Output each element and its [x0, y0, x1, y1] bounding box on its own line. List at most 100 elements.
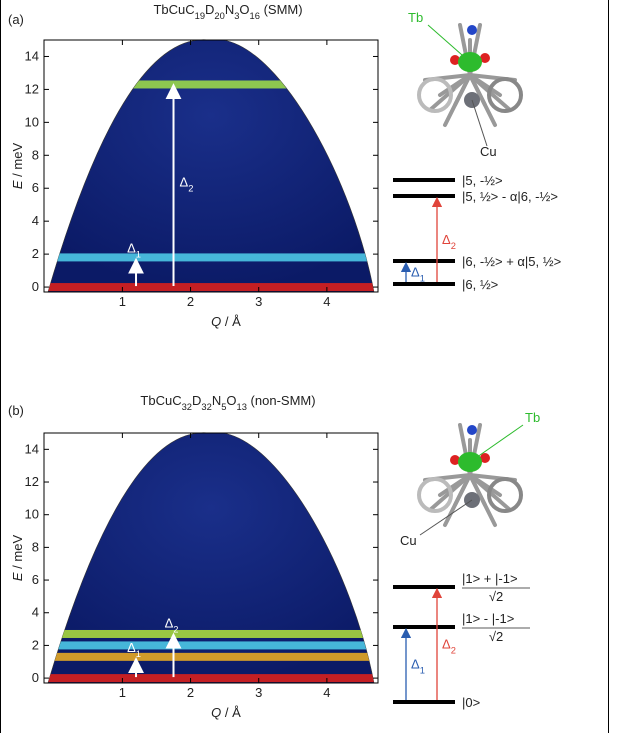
y-tick-label: 14 — [25, 441, 39, 456]
subscript: 1 — [420, 274, 425, 284]
axis-unit: / meV — [10, 535, 25, 573]
x-tick-label: 1 — [119, 294, 126, 309]
heatmap-bands — [44, 630, 378, 682]
text-part: Δ — [127, 241, 136, 256]
y-tick-label: 14 — [25, 48, 39, 63]
axis-unit: / Å — [221, 314, 241, 329]
nitrogen — [467, 25, 477, 35]
axis-unit: / meV — [10, 143, 25, 181]
y-axis-label: E / meV — [10, 535, 25, 582]
y-tick-label: 10 — [25, 507, 39, 522]
axis-unit: / Å — [221, 705, 241, 720]
y-tick-label: 8 — [32, 539, 39, 554]
x-tick-label: 3 — [255, 685, 262, 700]
subscript: 2 — [451, 241, 456, 251]
text-part: (non-SMM) — [247, 393, 316, 408]
text-part: O — [239, 2, 249, 17]
level-arrow-label: Δ2 — [442, 637, 456, 656]
text-part: Δ — [442, 637, 451, 652]
subscript: 1 — [136, 250, 141, 260]
x-tick-label: 3 — [255, 294, 262, 309]
subscript: 13 — [237, 402, 247, 412]
subscript: 32 — [201, 402, 211, 412]
cu-label: Cu — [480, 144, 497, 159]
y-tick-label: 6 — [32, 572, 39, 587]
text-part: Δ — [127, 640, 136, 655]
level-denominator: √2 — [489, 629, 503, 644]
subscript: 19 — [195, 11, 205, 21]
level-label: |6, -½> + α|5, ½> — [462, 254, 561, 269]
y-tick-label: 4 — [32, 213, 39, 228]
level-denominator: √2 — [489, 589, 503, 604]
text-part: O — [226, 393, 236, 408]
axis-symbol: Q — [211, 705, 221, 720]
y-axis-label: E / meV — [10, 143, 25, 190]
molecule: Tb Cu — [408, 10, 521, 159]
y-tick-label: 12 — [25, 474, 39, 489]
intensity-band — [44, 80, 378, 88]
subscript: 32 — [182, 402, 192, 412]
y-tick-label: 2 — [32, 637, 39, 652]
figure: (a)TbCuC19D20N3O16 (SMM)024681012141234E… — [0, 0, 618, 733]
tb-label: Tb — [525, 410, 540, 425]
text-part: N — [212, 393, 221, 408]
subscript: 2 — [173, 625, 178, 635]
x-axis-label: Q / Å — [211, 705, 241, 720]
level-arrow-label: Δ1 — [411, 657, 425, 676]
subscript: 16 — [250, 11, 260, 21]
level-label: |1> - |-1> — [462, 611, 514, 626]
intensity-band — [44, 630, 378, 638]
axis-symbol: E — [10, 180, 25, 189]
y-tick-label: 0 — [32, 670, 39, 685]
intensity-band — [44, 283, 378, 291]
level-arrow-label: Δ2 — [442, 232, 456, 251]
subscript: 20 — [214, 11, 224, 21]
x-tick-label: 2 — [187, 294, 194, 309]
text-part: Δ — [442, 232, 451, 247]
subscript: 1 — [420, 666, 425, 676]
subscript: 2 — [451, 646, 456, 656]
text-part: TbCuC — [153, 2, 194, 17]
panel-title: TbCuC19D20N3O16 (SMM) — [153, 2, 302, 21]
axis-symbol: E — [10, 572, 25, 581]
axis-symbol: Q — [211, 314, 221, 329]
y-tick-label: 6 — [32, 180, 39, 195]
x-tick-label: 4 — [323, 294, 330, 309]
panel-label: (b) — [8, 403, 24, 418]
level-arrow-label: Δ1 — [411, 265, 425, 284]
y-tick-label: 12 — [25, 81, 39, 96]
y-tick-label: 8 — [32, 147, 39, 162]
intensity-band — [44, 653, 378, 661]
text-part: Δ — [165, 616, 174, 631]
level-label: |5, ½> - α|6, -½> — [462, 189, 558, 204]
y-tick-label: 2 — [32, 246, 39, 261]
nitrogen — [467, 425, 477, 435]
text-part: TbCuC — [140, 393, 181, 408]
panel-label: (a) — [8, 12, 24, 27]
molecule: Tb Cu — [400, 410, 540, 548]
cu-label: Cu — [400, 533, 417, 548]
text-part: Δ — [180, 175, 189, 190]
level-label: |0> — [462, 695, 480, 710]
panel-title: TbCuC32D32N5O13 (non-SMM) — [140, 393, 315, 412]
x-tick-label: 2 — [187, 685, 194, 700]
intensity-band — [44, 253, 378, 261]
level-label: |6, ½> — [462, 277, 498, 292]
text-part: N — [225, 2, 234, 17]
x-axis-label: Q / Å — [211, 314, 241, 329]
y-tick-label: 4 — [32, 605, 39, 620]
x-tick-label: 1 — [119, 685, 126, 700]
level-label: |5, -½> — [462, 173, 503, 188]
text-part: Δ — [411, 265, 420, 280]
subscript: 2 — [188, 184, 193, 194]
tb-label: Tb — [408, 10, 423, 25]
text-part: D — [192, 393, 201, 408]
intensity-band — [44, 674, 378, 682]
level-label: |1> + |-1> — [462, 571, 518, 586]
text-part: Δ — [411, 657, 420, 672]
y-tick-label: 0 — [32, 279, 39, 294]
y-tick-label: 10 — [25, 114, 39, 129]
intensity-band — [44, 641, 378, 649]
x-tick-label: 4 — [323, 685, 330, 700]
text-part: (SMM) — [260, 2, 303, 17]
